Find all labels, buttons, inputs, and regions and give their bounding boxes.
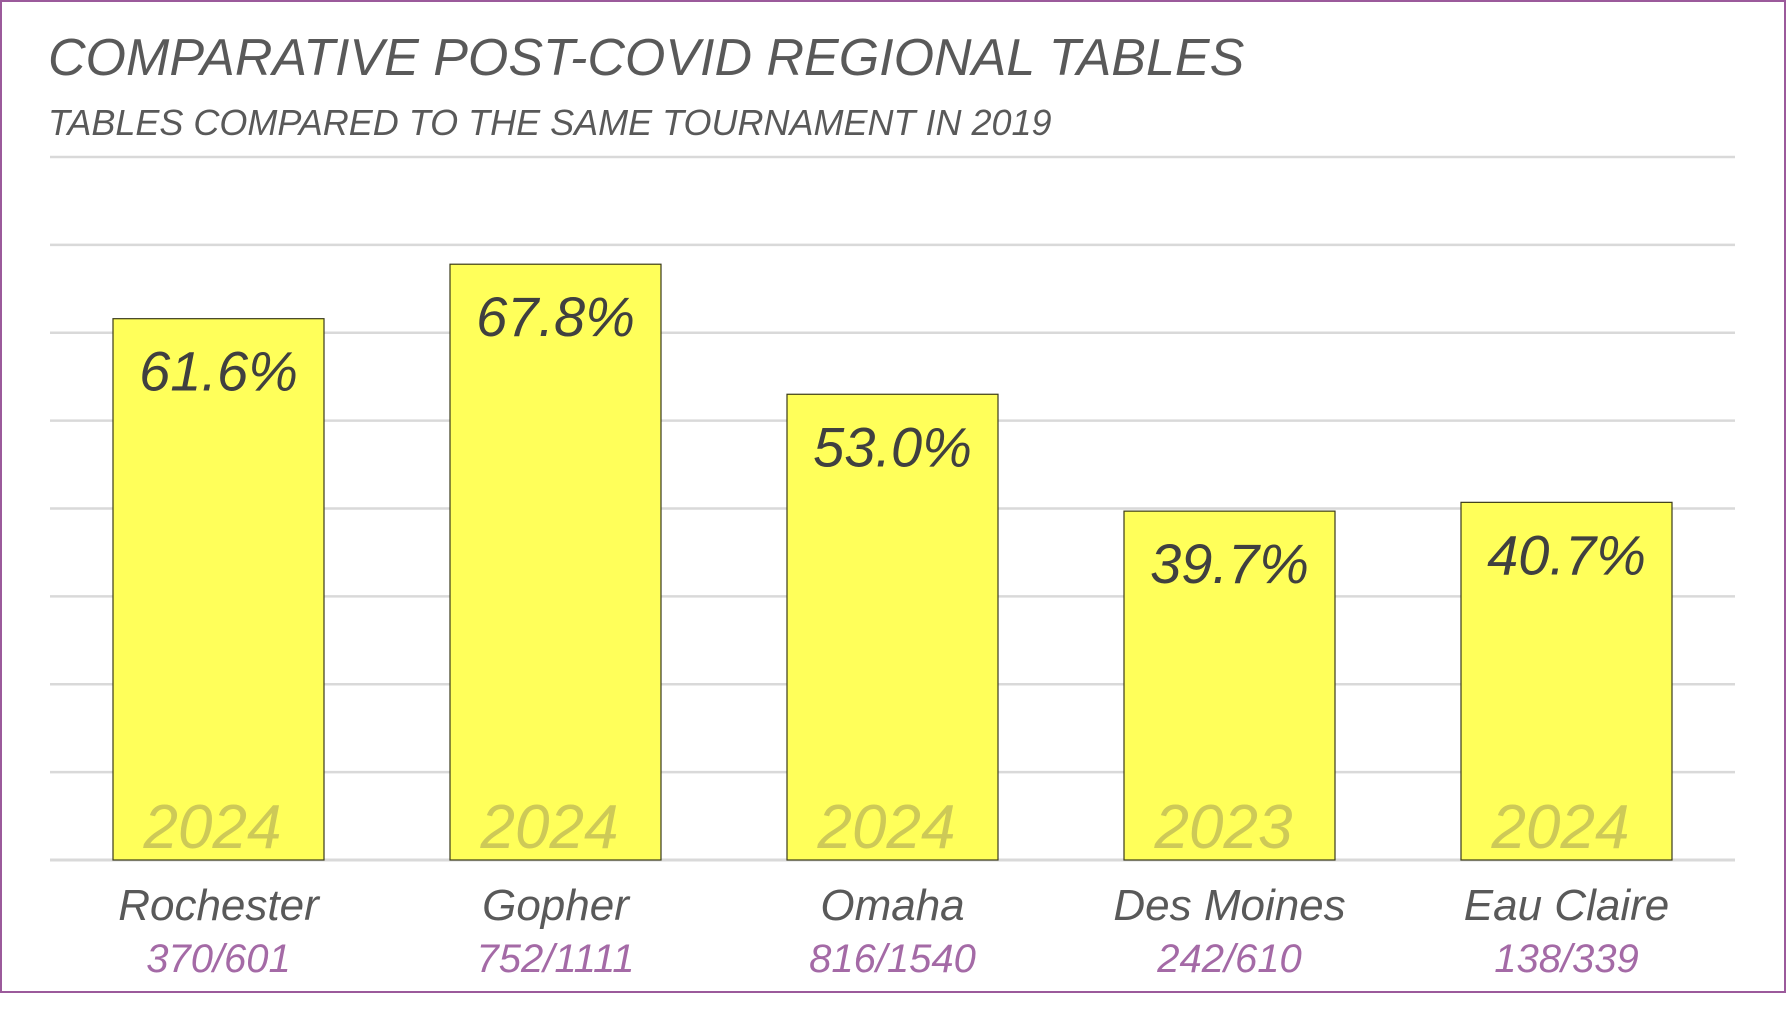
bar-gopher [449,263,662,861]
bar-omaha [786,393,999,861]
bar-value-label: 67.8% [476,285,635,348]
chart-title: COMPARATIVE POST-COVID REGIONAL TABLES [48,29,1245,87]
bar-rochester [112,318,325,861]
category-label: Omaha [820,881,964,930]
ratio-label: 370/601 [146,937,291,981]
category-label: Des Moines [1113,881,1345,930]
ratio-label: 138/339 [1494,937,1639,981]
bar-year-label: 2024 [480,793,619,862]
bar-value-label: 39.7% [1150,532,1309,595]
bar-eau-claire [1460,501,1673,861]
bar-year-label: 2024 [1491,793,1630,862]
ratio-label: 242/610 [1156,937,1302,981]
labels: 61.6% 2024 Rochester 370/601 67.8% 2024 Gopher… [118,285,1669,981]
bar-year-label: 2023 [1154,793,1293,862]
bars [112,263,1673,861]
chart-subtitle: TABLES COMPARED TO THE SAME TOURNAMENT I… [48,102,1052,143]
bar-year-label: 2024 [817,793,956,862]
category-label: Gopher [482,881,631,930]
bar-value-label: 53.0% [813,415,972,478]
bar-value-label: 40.7% [1487,523,1646,586]
ratio-label: 752/1111 [477,937,635,981]
bar-value-label: 61.6% [139,340,298,403]
bar-des-moines [1123,510,1336,861]
category-label: Eau Claire [1464,881,1669,930]
category-label: Rochester [118,881,321,930]
bar-year-label: 2024 [143,793,282,862]
ratio-label: 816/1540 [809,937,976,981]
